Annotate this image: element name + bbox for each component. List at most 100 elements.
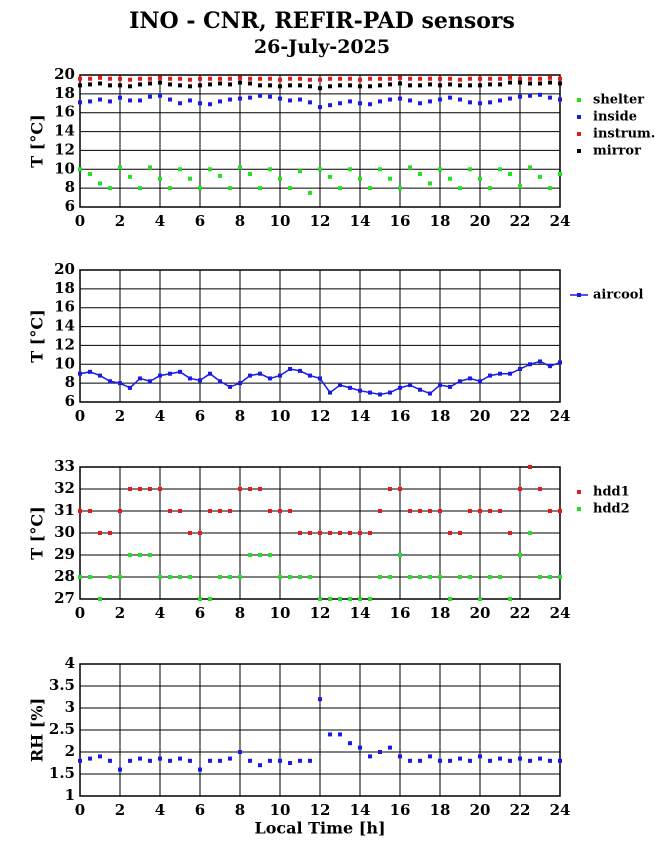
x-tick-label: 4: [155, 801, 165, 819]
data-point: [288, 76, 292, 81]
data-point: [348, 76, 352, 81]
data-point: [418, 172, 422, 176]
data-point: [288, 83, 292, 88]
data-point: [348, 597, 352, 601]
data-point: [338, 383, 342, 388]
data-point: [108, 379, 112, 384]
data-point: [98, 97, 102, 102]
data-point: [208, 76, 212, 81]
data-point: [528, 758, 532, 763]
data-point: [198, 186, 202, 191]
data-point: [158, 80, 162, 85]
x-tick-label: 6: [195, 212, 205, 230]
data-point: [298, 169, 302, 174]
data-point: [128, 385, 132, 390]
data-point: [338, 83, 342, 88]
data-point: [408, 758, 412, 763]
x-tick-label: 6: [195, 801, 205, 819]
data-point: [538, 92, 542, 97]
data-point: [528, 165, 532, 170]
data-point: [368, 102, 372, 107]
data-point: [278, 373, 282, 378]
y-tick-label: 2: [65, 742, 75, 760]
data-point: [538, 81, 542, 86]
data-point: [288, 761, 292, 765]
data-point: [348, 741, 352, 746]
legend-label: inside: [593, 110, 637, 125]
data-point: [438, 575, 442, 579]
x-tick-label: 6: [195, 407, 205, 425]
data-point: [108, 575, 112, 579]
data-point: [288, 186, 292, 191]
x-tick-label: 0: [75, 407, 85, 425]
x-tick-label: 22: [510, 604, 531, 622]
y-tick-label: 18: [54, 84, 75, 102]
data-point: [348, 167, 352, 172]
data-point: [198, 531, 202, 535]
data-point: [518, 487, 522, 491]
y-axis-label: T [°C]: [28, 309, 47, 362]
data-point: [228, 186, 232, 191]
data-point: [328, 76, 332, 81]
data-point: [208, 509, 212, 513]
data-point: [408, 76, 412, 81]
data-point: [478, 379, 482, 384]
data-point: [498, 756, 502, 761]
data-point: [458, 77, 462, 82]
data-point: [108, 99, 112, 104]
x-tick-label: 12: [310, 212, 331, 230]
data-point: [198, 83, 202, 88]
data-point: [88, 82, 92, 87]
data-point: [78, 76, 82, 81]
data-point: [148, 758, 152, 763]
data-point: [358, 388, 362, 393]
plot-frame: [79, 663, 561, 797]
data-point: [388, 745, 392, 750]
chart-title: INO - CNR, REFIR-PAD sensors: [129, 8, 515, 34]
data-point: [458, 575, 462, 579]
data-point: [398, 81, 402, 86]
data-point: [198, 597, 202, 601]
data-point: [118, 165, 122, 170]
data-point: [228, 82, 232, 87]
data-point: [248, 81, 252, 86]
data-point: [478, 509, 482, 513]
data-point: [388, 487, 392, 491]
data-point: [548, 80, 552, 85]
data-point: [168, 82, 172, 87]
data-point: [468, 167, 472, 172]
y-tick-label: 18: [54, 279, 75, 297]
data-point: [478, 597, 482, 601]
data-point: [188, 98, 192, 103]
data-point: [98, 754, 102, 759]
y-axis-label: T [°C]: [28, 114, 47, 167]
data-point: [128, 758, 132, 763]
data-point: [228, 97, 232, 102]
data-point: [108, 531, 112, 535]
x-tick-label: 14: [350, 407, 371, 425]
data-point: [338, 76, 342, 81]
data-point: [328, 531, 332, 535]
data-point: [198, 76, 202, 81]
data-point: [468, 100, 472, 105]
data-point: [428, 391, 432, 396]
data-point: [388, 76, 392, 81]
x-tick-label: 6: [195, 604, 205, 622]
data-point: [328, 174, 332, 179]
data-point: [358, 77, 362, 82]
data-point: [538, 756, 542, 761]
data-point: [268, 83, 272, 88]
data-point: [218, 99, 222, 104]
data-point: [468, 376, 472, 381]
data-point: [318, 167, 322, 172]
data-point: [368, 76, 372, 81]
data-point: [268, 76, 272, 81]
x-tick-label: 16: [390, 212, 411, 230]
data-point: [188, 84, 192, 89]
data-point: [268, 376, 272, 381]
x-tick-label: 10: [270, 801, 291, 819]
data-point: [98, 75, 102, 80]
data-point: [488, 373, 492, 378]
data-point: [168, 97, 172, 102]
data-point: [298, 83, 302, 88]
